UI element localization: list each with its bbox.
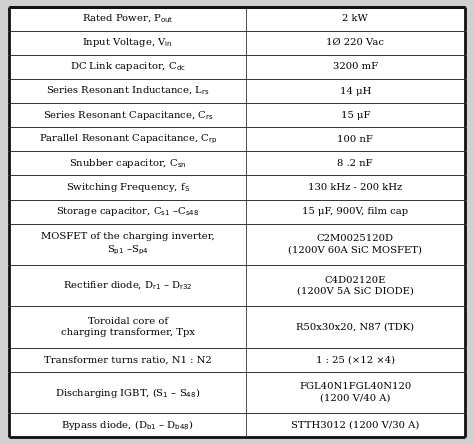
Text: 130 kHz - 200 kHz: 130 kHz - 200 kHz — [308, 183, 402, 192]
Text: Parallel Resonant Capacitance, C$_\mathrm{rp}$: Parallel Resonant Capacitance, C$_\mathr… — [38, 133, 217, 146]
Bar — [9, 79, 246, 103]
Text: Storage capacitor, C$_\mathrm{s1}$ –C$_\mathrm{s48}$: Storage capacitor, C$_\mathrm{s1}$ –C$_\… — [56, 205, 200, 218]
Text: Bypass diode, (D$_\mathrm{b1}$ – D$_\mathrm{b48}$): Bypass diode, (D$_\mathrm{b1}$ – D$_\mat… — [62, 418, 194, 432]
Bar — [9, 372, 246, 413]
Bar — [9, 151, 246, 175]
Text: Rectifier diode, D$_\mathrm{r1}$ – D$_\mathrm{r32}$: Rectifier diode, D$_\mathrm{r1}$ – D$_\m… — [63, 279, 192, 292]
Bar — [9, 175, 246, 200]
Bar — [246, 79, 465, 103]
Text: 100 nF: 100 nF — [337, 135, 373, 144]
Bar — [246, 413, 465, 437]
Text: Snubber capacitor, C$_\mathrm{sn}$: Snubber capacitor, C$_\mathrm{sn}$ — [69, 157, 187, 170]
Bar — [246, 151, 465, 175]
Text: C2M0025120D
(1200V 60A SiC MOSFET): C2M0025120D (1200V 60A SiC MOSFET) — [288, 234, 422, 254]
Bar — [246, 175, 465, 200]
Bar — [246, 31, 465, 55]
Text: STTH3012 (1200 V/30 A): STTH3012 (1200 V/30 A) — [291, 421, 419, 430]
Text: FGL40N1FGL40N120
(1200 V/40 A): FGL40N1FGL40N120 (1200 V/40 A) — [299, 382, 411, 403]
Bar — [9, 306, 246, 348]
Bar — [246, 103, 465, 127]
Text: Input Voltage, V$_\mathrm{in}$: Input Voltage, V$_\mathrm{in}$ — [82, 36, 173, 49]
Bar — [9, 348, 246, 372]
Bar — [9, 413, 246, 437]
Text: 15 μF, 900V, film cap: 15 μF, 900V, film cap — [302, 207, 409, 216]
Text: 15 μF: 15 μF — [340, 111, 370, 120]
Text: 3200 mF: 3200 mF — [333, 63, 378, 71]
Bar — [246, 224, 465, 265]
Bar — [9, 224, 246, 265]
Bar — [246, 372, 465, 413]
Bar — [246, 55, 465, 79]
Bar — [246, 127, 465, 151]
Bar — [246, 200, 465, 224]
Text: Transformer turns ratio, N1 : N2: Transformer turns ratio, N1 : N2 — [44, 355, 212, 365]
Bar — [246, 306, 465, 348]
Text: Discharging IGBT, (S$_\mathrm{1}$ – S$_\mathrm{48}$): Discharging IGBT, (S$_\mathrm{1}$ – S$_\… — [55, 385, 201, 400]
Bar — [9, 127, 246, 151]
Bar — [246, 348, 465, 372]
Text: C4D02120E
(1200V 5A SiC DIODE): C4D02120E (1200V 5A SiC DIODE) — [297, 276, 414, 296]
Text: Series Resonant Inductance, L$_\mathrm{rs}$: Series Resonant Inductance, L$_\mathrm{r… — [46, 85, 210, 97]
Bar — [9, 265, 246, 306]
Text: Switching Frequency, f$_\mathrm{S}$: Switching Frequency, f$_\mathrm{S}$ — [66, 181, 190, 194]
Text: 14 μH: 14 μH — [340, 87, 371, 95]
Bar — [246, 265, 465, 306]
Bar — [9, 200, 246, 224]
Text: Toroidal core of
charging transformer, Tpx: Toroidal core of charging transformer, T… — [61, 317, 195, 337]
Bar — [246, 7, 465, 31]
Bar — [9, 31, 246, 55]
Text: DC Link capacitor, C$_\mathrm{dc}$: DC Link capacitor, C$_\mathrm{dc}$ — [70, 60, 186, 73]
Bar — [9, 55, 246, 79]
Text: 8 .2 nF: 8 .2 nF — [337, 159, 373, 168]
Text: MOSFET of the charging inverter,
S$_\mathrm{p1}$ –S$_\mathrm{p4}$: MOSFET of the charging inverter, S$_\mat… — [41, 232, 215, 257]
Text: 1 : 25 (×12 ×4): 1 : 25 (×12 ×4) — [316, 355, 395, 365]
Bar — [9, 103, 246, 127]
Text: R50x30x20, N87 (TDK): R50x30x20, N87 (TDK) — [296, 323, 414, 332]
Bar — [9, 7, 246, 31]
Text: Series Resonant Capacitance, C$_\mathrm{rs}$: Series Resonant Capacitance, C$_\mathrm{… — [43, 109, 213, 122]
Text: 2 kW: 2 kW — [342, 14, 368, 23]
Text: 1Ø 220 Vac: 1Ø 220 Vac — [326, 38, 384, 48]
Text: Rated Power, P$_\mathrm{out}$: Rated Power, P$_\mathrm{out}$ — [82, 12, 173, 25]
